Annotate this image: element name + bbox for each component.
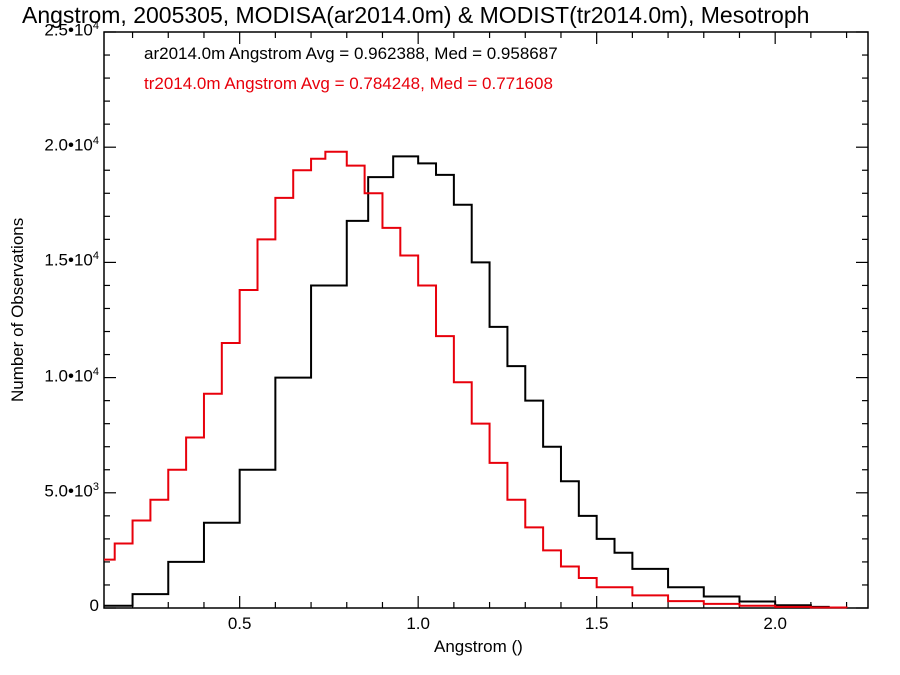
x-tick-label: 1.0: [406, 614, 430, 633]
y-tick-label: 1.0•104: [44, 365, 99, 386]
series-line-ar2014: [104, 155, 830, 608]
y-tick-label: 1.5•104: [44, 250, 99, 271]
y-tick-label: 2.0•104: [44, 135, 99, 155]
x-tick-label: 0.5: [227, 614, 252, 633]
series-group: [104, 150, 848, 609]
axis-ticks: [104, 31, 868, 609]
chart-title: Angstrom, 2005305, MODISA(ar2014.0m) & M…: [22, 2, 810, 28]
series-line-tr2014: [104, 150, 848, 609]
y-tick-label: 5.0•103: [44, 480, 99, 501]
plot-frame: [103, 31, 869, 609]
x-axis-label: Angstrom (): [434, 637, 523, 656]
legend-entry-ar2014: ar2014.0m Angstrom Avg = 0.962388, Med =…: [144, 44, 558, 63]
y-tick-label: 2.5•104: [44, 20, 99, 40]
legend-entry-tr2014: tr2014.0m Angstrom Avg = 0.784248, Med =…: [144, 74, 553, 93]
y-tick-label: 0: [89, 596, 99, 615]
x-tick-label: 2.0: [763, 614, 787, 633]
x-tick-label: 1.5: [584, 614, 609, 633]
